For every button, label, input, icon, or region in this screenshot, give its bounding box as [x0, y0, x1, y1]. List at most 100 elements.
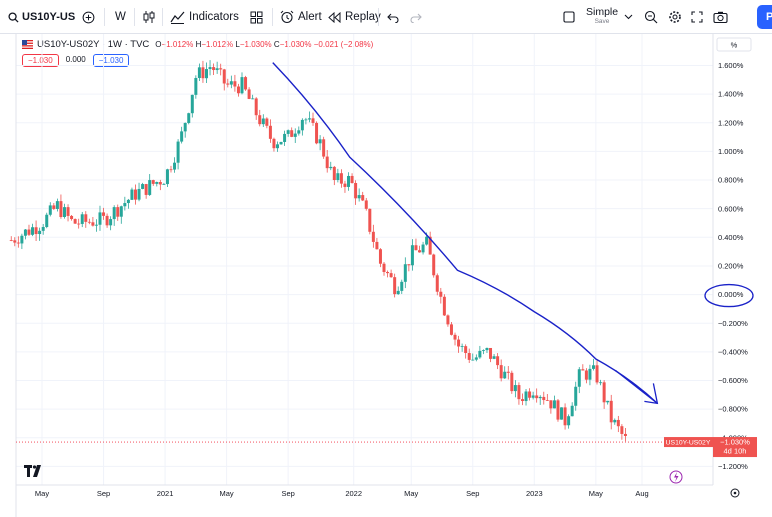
- candle: [31, 223, 35, 237]
- legend-symbol-title[interactable]: US10Y-US02Y · 1W · TVC: [37, 38, 150, 50]
- candle: [407, 264, 411, 272]
- layout-save-button[interactable]: Simple Save: [586, 6, 618, 28]
- chart-type-button[interactable]: [142, 0, 156, 34]
- time-axis[interactable]: May Sep 2021 May Sep 2022 May Sep 2023 May Aug: [35, 489, 649, 498]
- change-value: −0.021 (−2.08%): [313, 39, 374, 49]
- candle: [460, 343, 464, 352]
- save-sublabel: Save: [594, 18, 610, 25]
- camera-icon: [713, 11, 728, 23]
- time-tick-label: May: [404, 489, 418, 498]
- quick-search-button[interactable]: [644, 0, 658, 34]
- candle: [222, 68, 226, 91]
- low-value: −1.030%: [239, 39, 272, 49]
- candle: [577, 367, 581, 394]
- publish-button[interactable]: Pu: [757, 5, 772, 29]
- hand-drawn-arrow[interactable]: [614, 369, 659, 405]
- candle: [23, 228, 27, 240]
- alert-label: Alert: [298, 11, 322, 23]
- undo-button[interactable]: [387, 0, 399, 34]
- candle: [542, 391, 546, 405]
- price-tick-label: −0.200%: [718, 319, 748, 328]
- candle: [290, 127, 294, 138]
- indicators-button[interactable]: Indicators: [170, 0, 239, 34]
- candle: [393, 273, 397, 298]
- price-tick-label: 1.600%: [718, 61, 744, 70]
- candle: [91, 216, 95, 227]
- hand-drawn-trend-line[interactable]: [272, 62, 658, 404]
- candle: [336, 168, 340, 183]
- candle: [464, 344, 468, 359]
- candle: [155, 181, 159, 187]
- time-tick-label: May: [589, 489, 603, 498]
- compare-symbol-button[interactable]: [82, 0, 95, 34]
- candle: [293, 128, 297, 143]
- goto-settings-icon[interactable]: [730, 488, 740, 498]
- candle: [400, 279, 404, 294]
- chart-grid: [16, 34, 713, 485]
- fullscreen-layout-toggle[interactable]: [563, 0, 575, 34]
- candle: [194, 75, 198, 99]
- buy-price-pill[interactable]: −1.030: [92, 53, 130, 67]
- candle: [116, 204, 120, 221]
- candle: [428, 231, 432, 255]
- toolbar-divider: [134, 8, 135, 26]
- layout-menu-button[interactable]: [624, 0, 633, 34]
- candle: [567, 414, 571, 429]
- alert-button[interactable]: Alert: [280, 0, 322, 34]
- candle: [45, 212, 49, 229]
- candle: [439, 287, 443, 304]
- redo-button[interactable]: [410, 0, 422, 34]
- candle: [158, 179, 162, 191]
- candle: [258, 109, 262, 127]
- candle: [609, 394, 613, 430]
- candle: [212, 63, 216, 76]
- price-chart[interactable]: % −1.200%−1.000%−0.800%−0.600%−0.400%−0.…: [0, 34, 772, 517]
- lightning-event-icon[interactable]: [669, 470, 683, 484]
- candle: [16, 236, 20, 248]
- candle: [130, 187, 134, 201]
- close-value: −1.030%: [279, 39, 312, 49]
- candle: [219, 63, 223, 76]
- toolbar-divider: [272, 8, 273, 26]
- candle: [506, 366, 510, 380]
- candle: [141, 182, 145, 190]
- price-tick-label: 1.200%: [718, 118, 744, 127]
- templates-button[interactable]: [250, 0, 263, 34]
- bar-countdown: 4d 10h: [724, 447, 747, 456]
- symbol-search-button[interactable]: US10Y-US: [8, 0, 75, 34]
- candle: [510, 370, 514, 394]
- candle: [584, 368, 588, 384]
- price-tick-label: −1.200%: [718, 462, 748, 471]
- price-scale-unit-button[interactable]: [716, 37, 752, 52]
- candle: [123, 196, 127, 211]
- candle: [574, 381, 578, 411]
- candle: [208, 60, 212, 76]
- toolbar-divider: [378, 8, 379, 26]
- candle: [27, 224, 31, 236]
- candle: [73, 218, 77, 224]
- hand-drawn-zero-circle[interactable]: [704, 283, 754, 308]
- candle: [254, 97, 258, 120]
- replay-button[interactable]: Replay: [328, 0, 381, 34]
- interval-button[interactable]: W: [115, 0, 126, 34]
- candle: [297, 126, 301, 136]
- candle: [481, 349, 485, 355]
- candle: [581, 364, 585, 371]
- symbol-name: US10Y-US: [22, 11, 76, 23]
- fullscreen-button[interactable]: [691, 0, 703, 34]
- candle: [449, 322, 453, 336]
- candle: [361, 191, 365, 202]
- chevron-down-icon: [624, 14, 633, 20]
- snapshot-button[interactable]: [713, 0, 728, 34]
- candle: [354, 180, 358, 205]
- candle: [623, 427, 627, 442]
- candle: [471, 353, 475, 361]
- price-axis[interactable]: −1.200%−1.000%−0.800%−0.600%−0.400%−0.20…: [718, 61, 748, 471]
- price-tick-label: 0.200%: [718, 262, 744, 271]
- time-tick-label: Sep: [466, 489, 479, 498]
- settings-button[interactable]: [668, 0, 682, 34]
- candle: [187, 112, 191, 125]
- sell-price-pill[interactable]: −1.030: [22, 53, 59, 67]
- candle: [41, 224, 45, 235]
- top-toolbar: US10Y-US W Indicators Alert Replay Simpl…: [0, 0, 772, 34]
